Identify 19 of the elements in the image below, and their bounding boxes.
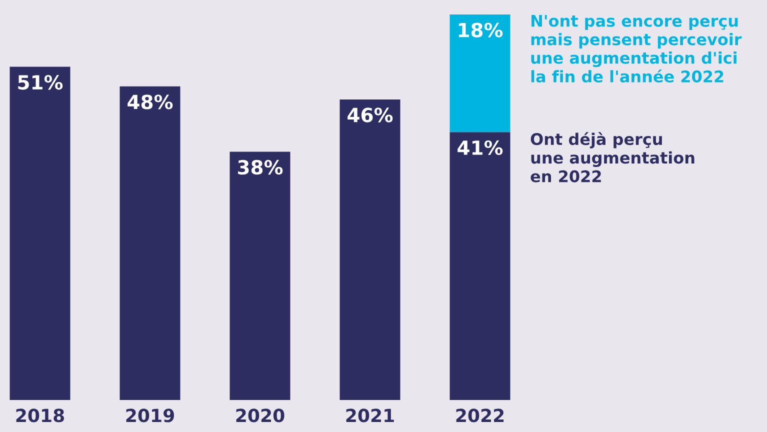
bar	[450, 132, 510, 400]
data-label: 41%	[458, 140, 503, 156]
x-tick-label: 2018	[16, 408, 64, 422]
data-label: 48%	[128, 94, 173, 110]
bar	[340, 99, 400, 400]
series-label: Ont déjà perçu une augmentation en 2022	[530, 132, 694, 182]
x-tick-label: 2021	[346, 408, 394, 422]
x-tick-label: 2019	[126, 408, 174, 422]
data-label: 46%	[348, 108, 393, 122]
x-tick-label: 2022	[456, 408, 504, 422]
bar	[450, 14, 510, 132]
bar	[120, 86, 180, 400]
data-label: 51%	[18, 74, 63, 90]
data-label: 18%	[458, 22, 503, 38]
series-label: N'ont pas encore perçu mais pensent percevoir une augmentation d'ici la fin de l'année 2022	[531, 15, 742, 82]
bar	[230, 152, 290, 400]
x-tick-label: 2020	[236, 408, 284, 422]
bar	[10, 66, 70, 400]
data-label: 38%	[238, 160, 283, 175]
